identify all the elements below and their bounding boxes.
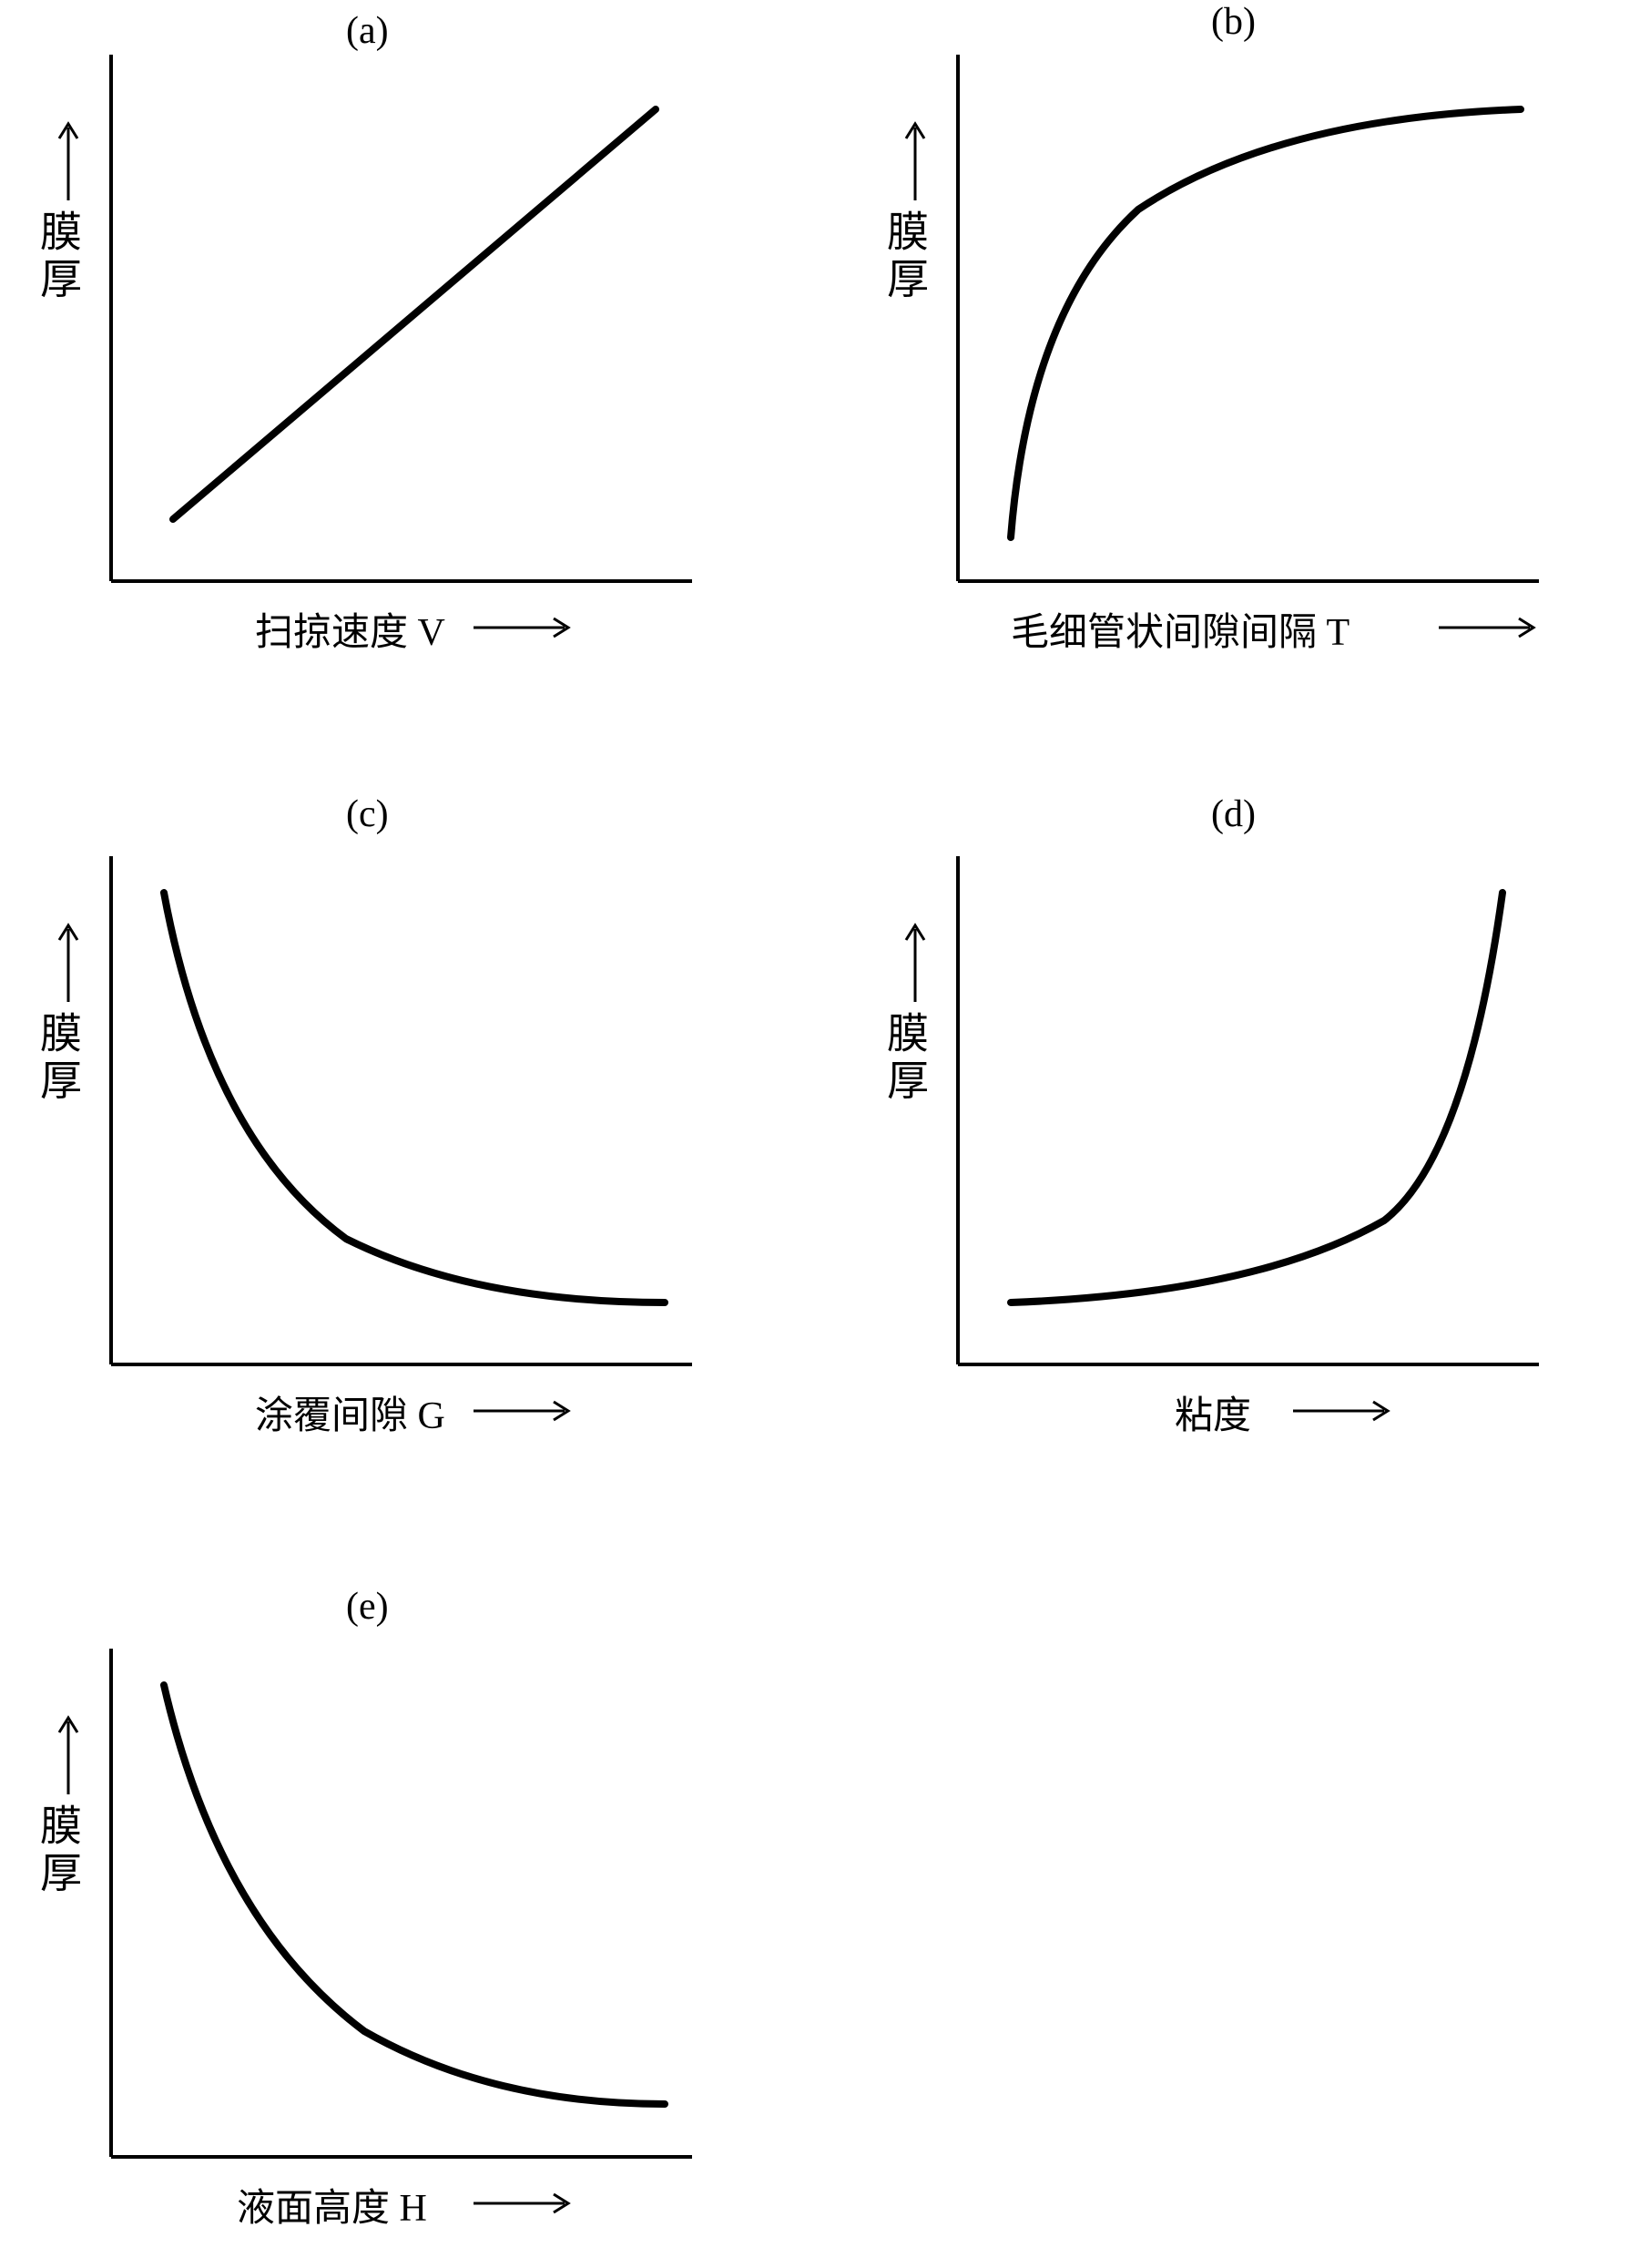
x-arrow-icon [474,2190,574,2217]
plot-area [109,55,692,583]
chart-label-d: (d) [1211,792,1256,836]
xlabel: 毛细管状间隙间隔 T [1011,601,1350,657]
xlabel: 液面高度 H [237,2177,427,2232]
chart-label-b: (b) [1211,0,1256,44]
ylabel: 膜厚 [27,1011,87,1106]
x-arrow-icon [1439,614,1539,641]
x-arrow-icon [1293,1397,1393,1425]
chart-c: 膜厚 涂覆间隙 G [109,856,692,1366]
chart-label-c: (c) [346,792,389,836]
chart-e: 膜厚 液面高度 H [109,1649,692,2159]
chart-label-a: (a) [346,9,389,53]
xlabel: 粘度 [1175,1384,1251,1440]
plot-area [956,856,1539,1366]
x-arrow-icon [474,614,574,641]
xlabel: 扫掠速度 V [255,601,445,657]
chart-b: 膜厚 毛细管状间隙间隔 T [956,55,1539,583]
y-arrow-icon [55,920,82,1002]
plot-area [956,55,1539,583]
y-arrow-icon [901,920,929,1002]
chart-d: 膜厚 粘度 [956,856,1539,1366]
chart-label-e: (e) [346,1585,389,1629]
chart-a: 膜厚 扫掠速度 V [109,55,692,583]
y-arrow-icon [55,1712,82,1794]
ylabel: 膜厚 [874,1011,934,1106]
ylabel: 膜厚 [874,209,934,304]
ylabel: 膜厚 [27,209,87,304]
xlabel: 涂覆间隙 G [255,1384,445,1440]
plot-area [109,856,692,1366]
plot-area [109,1649,692,2159]
y-arrow-icon [55,118,82,200]
x-arrow-icon [474,1397,574,1425]
y-arrow-icon [901,118,929,200]
ylabel: 膜厚 [27,1803,87,1898]
